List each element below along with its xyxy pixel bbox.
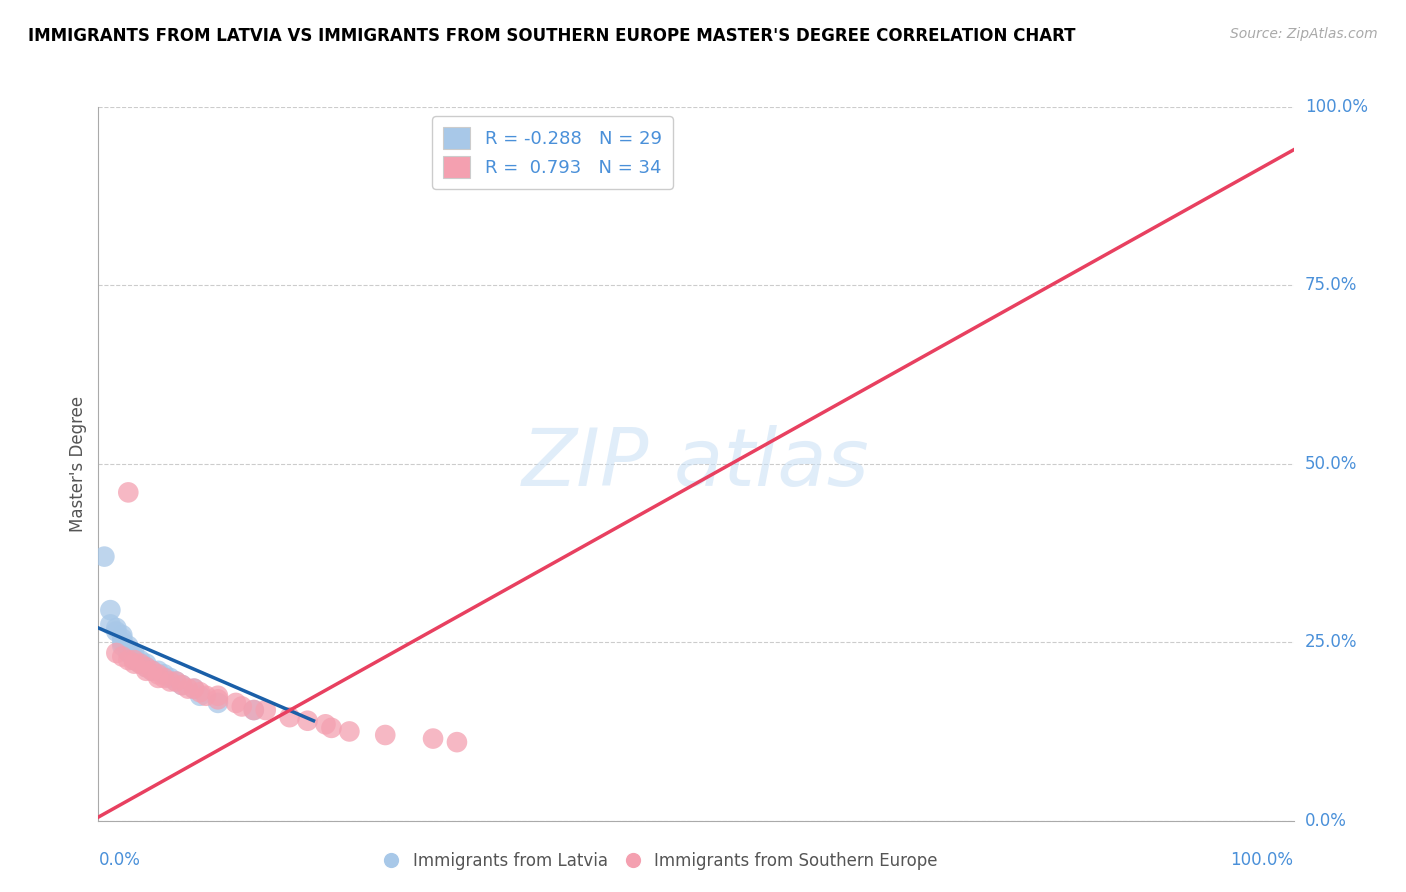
Point	[172, 678, 194, 692]
Point	[278, 710, 301, 724]
Point	[153, 667, 176, 681]
Point	[93, 549, 115, 564]
Point	[111, 649, 134, 664]
Point	[111, 632, 134, 646]
Point	[111, 628, 134, 642]
Point	[105, 646, 128, 660]
Point	[124, 653, 146, 667]
Point	[111, 635, 134, 649]
Point	[243, 703, 266, 717]
Point	[207, 689, 229, 703]
Point	[129, 657, 152, 671]
Text: 50.0%: 50.0%	[1305, 455, 1357, 473]
Point	[124, 649, 146, 664]
Point	[177, 681, 200, 696]
Point	[225, 696, 247, 710]
Point	[446, 735, 468, 749]
Point	[98, 617, 122, 632]
Point	[148, 667, 170, 681]
Point	[207, 696, 229, 710]
Point	[117, 646, 139, 660]
Point	[165, 674, 187, 689]
Point	[124, 646, 146, 660]
Point	[153, 671, 176, 685]
Point	[188, 689, 211, 703]
Point	[135, 657, 157, 671]
Point	[117, 485, 139, 500]
Point	[148, 671, 170, 685]
Point	[105, 621, 128, 635]
Point	[135, 664, 157, 678]
Point	[422, 731, 444, 746]
Text: 0.0%: 0.0%	[98, 851, 141, 869]
Point	[135, 660, 157, 674]
Point	[183, 681, 205, 696]
Point	[207, 692, 229, 706]
Text: 100.0%: 100.0%	[1230, 851, 1294, 869]
Text: 75.0%: 75.0%	[1305, 277, 1357, 294]
Point	[231, 699, 253, 714]
Point	[254, 703, 277, 717]
Point	[374, 728, 396, 742]
Point	[337, 724, 360, 739]
Point	[98, 603, 122, 617]
Point	[117, 653, 139, 667]
Point	[117, 642, 139, 657]
Point	[129, 657, 152, 671]
Text: 25.0%: 25.0%	[1305, 633, 1357, 651]
Point	[129, 653, 152, 667]
Point	[297, 714, 319, 728]
Y-axis label: Master's Degree: Master's Degree	[69, 396, 87, 532]
Point	[172, 678, 194, 692]
Point	[243, 703, 266, 717]
Point	[141, 664, 163, 678]
Point	[135, 660, 157, 674]
Point	[183, 681, 205, 696]
Point	[105, 624, 128, 639]
Point	[188, 685, 211, 699]
Point	[165, 674, 187, 689]
Point	[148, 664, 170, 678]
Legend: Immigrants from Latvia, Immigrants from Southern Europe: Immigrants from Latvia, Immigrants from …	[375, 846, 945, 877]
Text: 0.0%: 0.0%	[1305, 812, 1347, 830]
Point	[159, 674, 181, 689]
Point	[194, 689, 217, 703]
Point	[321, 721, 343, 735]
Text: Source: ZipAtlas.com: Source: ZipAtlas.com	[1230, 27, 1378, 41]
Point	[124, 657, 146, 671]
Point	[111, 639, 134, 653]
Point	[141, 664, 163, 678]
Text: 100.0%: 100.0%	[1305, 98, 1368, 116]
Text: ZIP atlas: ZIP atlas	[522, 425, 870, 503]
Point	[117, 639, 139, 653]
Point	[124, 653, 146, 667]
Text: IMMIGRANTS FROM LATVIA VS IMMIGRANTS FROM SOUTHERN EUROPE MASTER'S DEGREE CORREL: IMMIGRANTS FROM LATVIA VS IMMIGRANTS FRO…	[28, 27, 1076, 45]
Point	[315, 717, 337, 731]
Point	[159, 671, 181, 685]
